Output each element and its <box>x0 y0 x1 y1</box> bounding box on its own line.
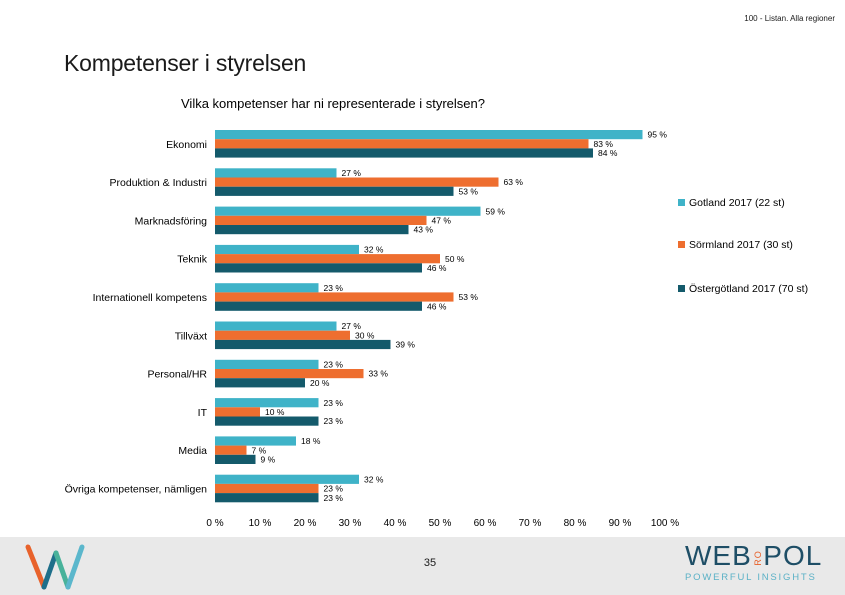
bar <box>215 225 409 235</box>
bar <box>215 359 319 369</box>
data-label: 33 % <box>369 369 389 379</box>
data-label: 9 % <box>261 455 276 465</box>
x-tick-label: 50 % <box>429 518 452 529</box>
x-tick-label: 20 % <box>294 518 317 529</box>
bar <box>215 244 359 255</box>
data-label: 23 % <box>324 360 344 370</box>
bar <box>215 148 593 158</box>
company-logo <box>25 544 85 590</box>
brand-name: WEB <box>685 540 752 571</box>
category-label: Media <box>178 445 207 457</box>
legend-swatch <box>678 199 685 206</box>
bar <box>215 493 319 503</box>
category-label: Personal/HR <box>147 369 207 381</box>
x-tick-label: 90 % <box>609 518 632 529</box>
category-label: Teknik <box>177 254 208 266</box>
category-label: IT <box>198 407 208 419</box>
bar <box>215 483 319 494</box>
data-label: 46 % <box>427 263 447 273</box>
data-label: 95 % <box>648 130 668 140</box>
brand-name-2: POL <box>763 540 823 571</box>
data-label: 53 % <box>459 292 479 302</box>
data-label: 47 % <box>432 216 452 226</box>
x-tick-label: 30 % <box>339 518 362 529</box>
data-label: 83 % <box>594 139 614 149</box>
bar <box>215 263 422 273</box>
data-label: 27 % <box>342 168 362 178</box>
legend-label: Östergötland 2017 (70 st) <box>689 283 808 295</box>
x-tick-label: 70 % <box>519 518 542 529</box>
category-label: Produktion & Industri <box>110 177 207 189</box>
legend-label: Gotland 2017 (22 st) <box>689 197 785 209</box>
data-label: 43 % <box>414 225 434 235</box>
bar <box>215 416 319 426</box>
data-label: 7 % <box>252 445 267 455</box>
legend-label: Sörmland 2017 (30 st) <box>689 239 793 251</box>
data-label: 23 % <box>324 283 344 293</box>
bar <box>215 283 319 293</box>
data-label: 39 % <box>396 340 416 350</box>
data-label: 27 % <box>342 321 362 331</box>
category-label: Ekonomi <box>166 139 207 151</box>
data-label: 63 % <box>504 177 524 187</box>
data-label: 20 % <box>310 378 330 388</box>
data-label: 46 % <box>427 301 447 311</box>
x-tick-label: 100 % <box>651 518 679 529</box>
data-label: 30 % <box>355 330 375 340</box>
page-title: Kompetenser i styrelsen <box>64 50 307 76</box>
report-subtitle: 100 - Listan. Alla regioner <box>744 14 835 23</box>
brand-tagline: POWERFUL INSIGHTS <box>685 571 817 583</box>
bar <box>215 407 260 417</box>
bar <box>215 206 481 216</box>
bar <box>215 254 440 264</box>
bar <box>215 139 589 149</box>
x-tick-label: 40 % <box>384 518 407 529</box>
brand-logo: WEBROPOL POWERFUL INSIGHTS <box>685 541 825 583</box>
category-label: Marknadsföring <box>135 215 208 227</box>
bar <box>215 378 305 388</box>
bar <box>215 186 454 196</box>
bar <box>215 369 364 379</box>
category-label: Övriga kompetenser, nämligen <box>65 484 208 496</box>
data-label: 50 % <box>445 254 465 264</box>
data-label: 23 % <box>324 416 344 426</box>
bar <box>215 339 391 350</box>
x-tick-label: 10 % <box>249 518 272 529</box>
category-label: Internationell kompetens <box>93 292 207 304</box>
data-label: 23 % <box>324 493 344 503</box>
data-label: 84 % <box>598 148 618 158</box>
x-tick-label: 0 % <box>206 518 223 529</box>
bar-chart: Vilka kompetenser har ni representerade … <box>65 96 808 529</box>
data-label: 53 % <box>459 186 479 196</box>
bar <box>215 168 337 178</box>
bar <box>215 398 319 408</box>
bar <box>215 301 422 311</box>
bar <box>215 130 643 140</box>
data-label: 18 % <box>301 436 321 446</box>
data-label: 32 % <box>364 474 384 484</box>
category-label: Tillväxt <box>175 330 207 342</box>
bar <box>215 292 454 302</box>
bar <box>215 474 359 484</box>
page-number: 35 <box>423 557 437 569</box>
bar <box>215 321 337 331</box>
chart-title: Vilka kompetenser har ni representerade … <box>181 96 485 111</box>
x-tick-label: 60 % <box>474 518 497 529</box>
legend-swatch <box>678 241 685 248</box>
data-label: 32 % <box>364 245 384 255</box>
bar <box>215 454 256 464</box>
data-label: 59 % <box>486 206 506 216</box>
bar <box>215 215 427 225</box>
data-label: 23 % <box>324 484 344 494</box>
bar <box>215 177 499 187</box>
bar <box>215 436 296 446</box>
x-tick-label: 80 % <box>564 518 587 529</box>
footer: 35 WEBROPOL POWERFUL INSIGHTS <box>0 537 845 595</box>
data-label: 23 % <box>324 398 344 408</box>
legend-swatch <box>678 285 685 292</box>
data-label: 10 % <box>265 407 285 417</box>
brand-mark: RO <box>752 549 763 566</box>
bar <box>215 330 350 340</box>
bar <box>215 445 247 455</box>
